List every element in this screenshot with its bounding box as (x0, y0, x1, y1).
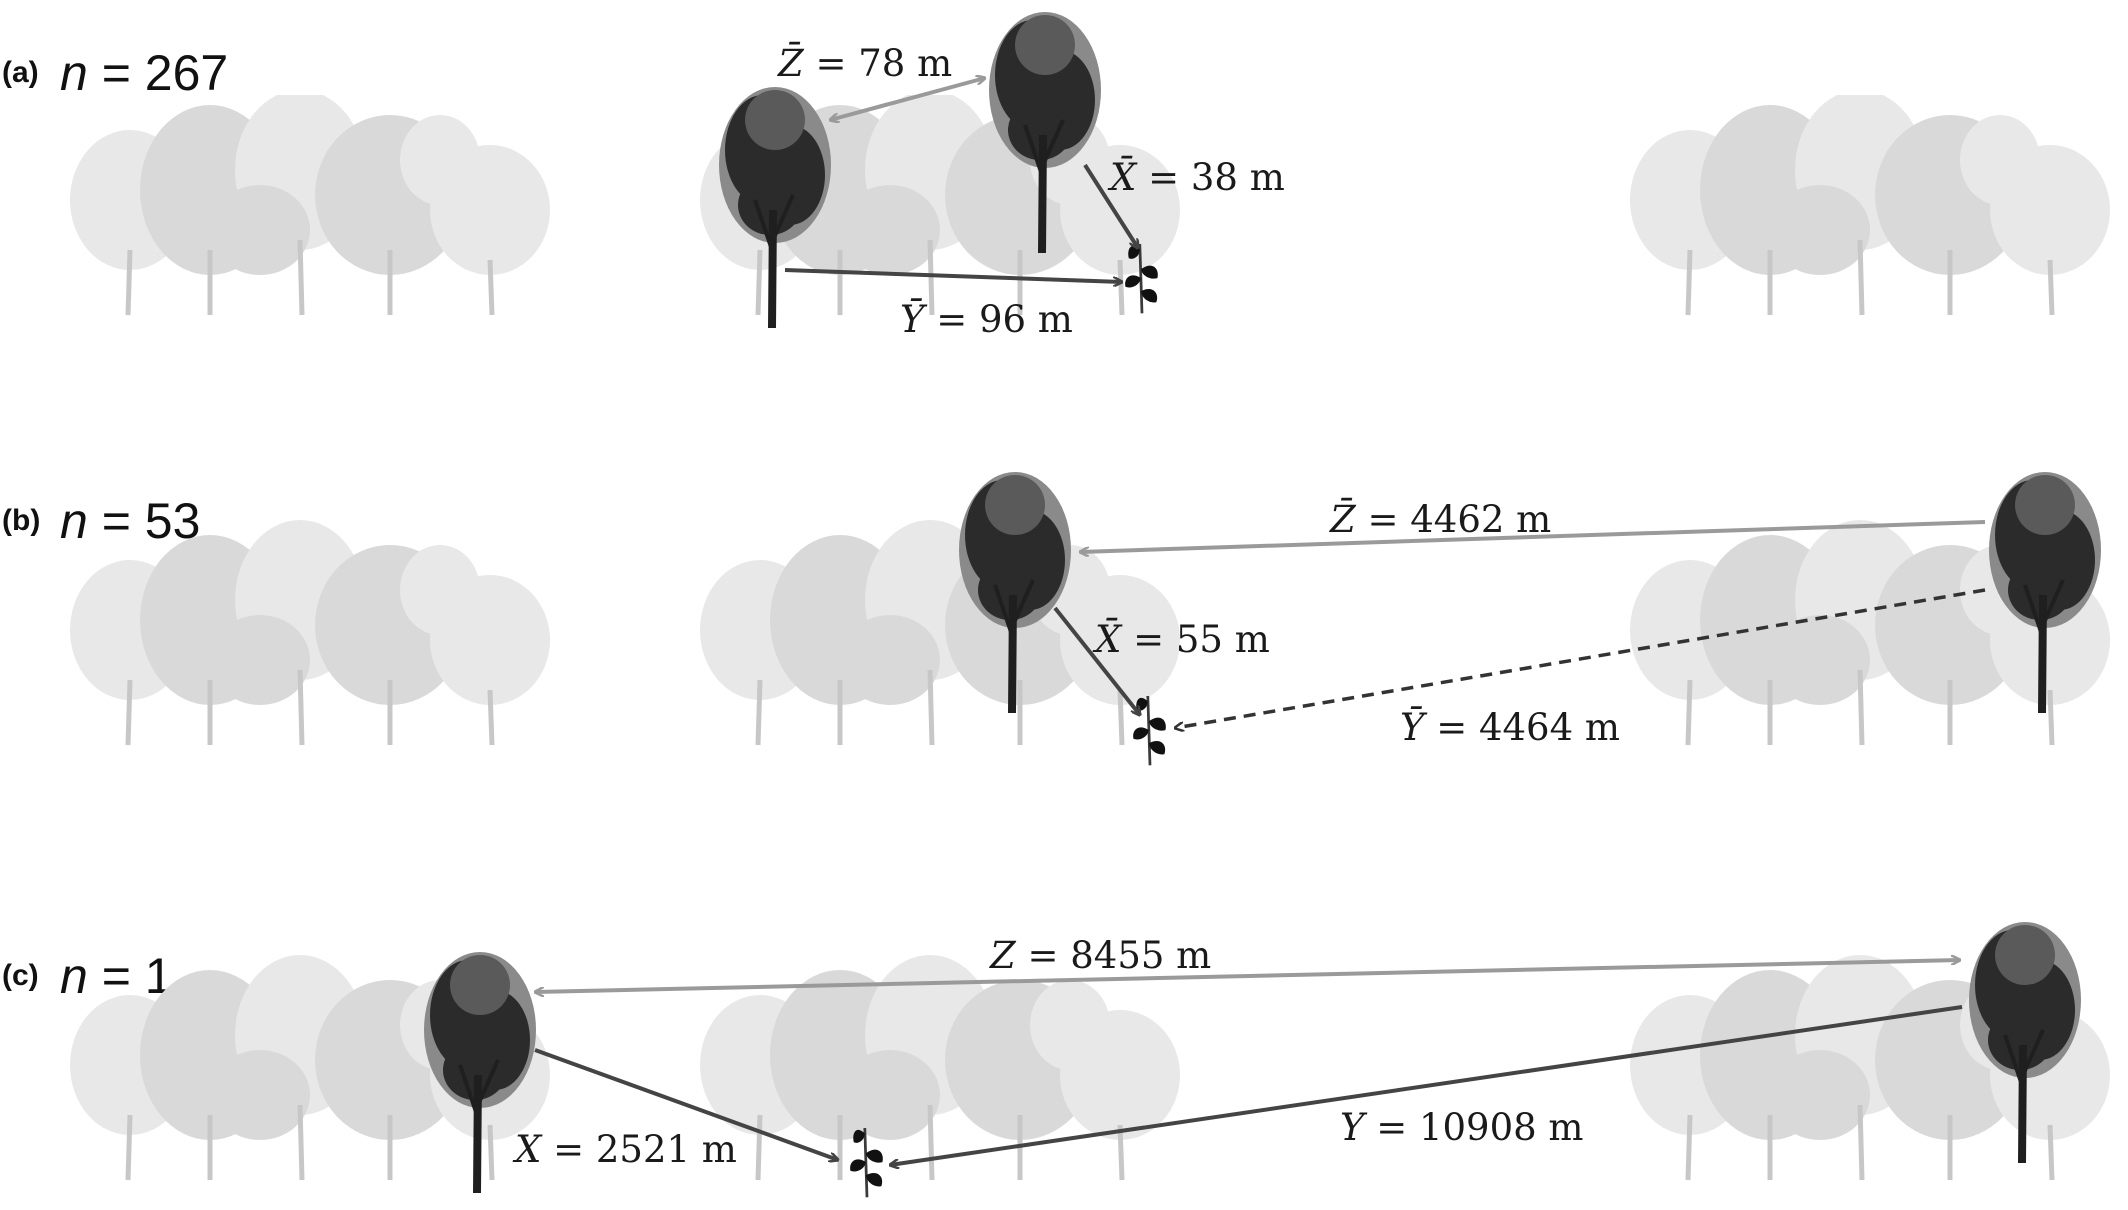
panel-a-letter: (a) (2, 56, 39, 89)
x-label: X̄ = 38 m (1107, 155, 1285, 199)
z-label: Z = 8455 m (989, 934, 1211, 977)
background-tree-icon (70, 90, 550, 315)
z-label: Z̄ = 78 m (777, 41, 952, 85)
panel-b-n: n = 53 (60, 493, 200, 549)
x-arrow (1083, 163, 1138, 248)
background-tree-icon (700, 955, 1180, 1180)
x-label: X̄ = 55 m (1092, 617, 1270, 661)
y-arrow (890, 1005, 1963, 1165)
panel-a: (a) n = 267 Z̄ = 78 m X̄ = 38 m Ȳ = 96 m (2, 12, 2110, 341)
background-tree-icon (70, 520, 550, 745)
panel-c: (c) n = 1 Z = 8455 m X = 2521 m Y = 1090… (2, 922, 2110, 1199)
x-arrow (1053, 606, 1140, 715)
background-tree-icon (1630, 90, 2110, 315)
z-label: Z̄ = 4462 m (1329, 497, 1551, 541)
z-arrow (535, 960, 1960, 992)
panel-a-n: n = 267 (60, 45, 228, 101)
x-arrow (534, 1048, 838, 1160)
y-arrow (784, 268, 1122, 282)
z-arrow (830, 78, 985, 120)
panel-c-n: n = 1 (60, 948, 173, 1004)
y-label: Ȳ = 4464 m (1400, 706, 1620, 749)
panel-b: (b) n = 53 Z̄ = 4462 m X̄ = 55 m Ȳ = 446… (2, 472, 2110, 767)
panel-c-letter: (c) (2, 959, 39, 992)
z-arrow (1080, 520, 1986, 552)
x-label: X = 2521 m (512, 1128, 737, 1171)
seedling-icon (1131, 694, 1168, 767)
y-label: Ȳ = 96 m (900, 298, 1073, 341)
panel-b-letter: (b) (2, 504, 40, 537)
y-arrow (1175, 588, 1986, 728)
y-label: Y = 10908 m (1340, 1106, 1584, 1149)
focal-tree-icon (719, 87, 831, 328)
